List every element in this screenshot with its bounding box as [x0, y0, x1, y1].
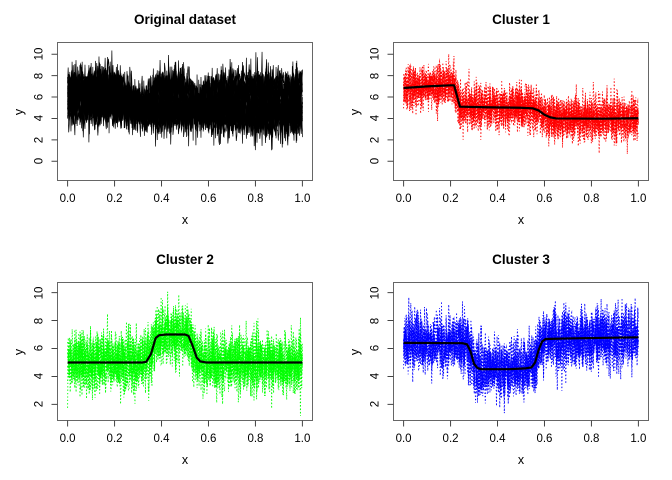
x-tick-label: 0.6 [200, 193, 217, 205]
x-tick-label: 1.0 [294, 193, 311, 205]
panel-cluster-3: Cluster 3 x y 0.0 0.2 0.4 0.6 0.8 1.0 2 4 6 8 10 [336, 240, 672, 480]
plot-title: Cluster 1 [492, 12, 550, 27]
x-tick-label: 0.0 [395, 433, 412, 445]
x-tick-label: 1.0 [630, 193, 647, 205]
y-tick-label: 2 [369, 401, 382, 408]
plot-canvas [0, 240, 336, 480]
x-tick-label: 0.8 [247, 433, 264, 445]
x-axis-label: x [181, 213, 189, 227]
x-tick-label: 0.8 [247, 193, 264, 205]
x-tick-label: 0.2 [106, 193, 123, 205]
x-tick-label: 0.4 [489, 433, 506, 445]
y-tick-label: 6 [369, 93, 382, 101]
x-axis-label: x [517, 453, 525, 467]
plot-title: Cluster 2 [156, 252, 214, 267]
y-axis-label: y [12, 108, 26, 116]
y-tick-label: 8 [369, 317, 382, 324]
plot-canvas [0, 0, 336, 240]
y-tick-label: 8 [33, 317, 46, 324]
y-axis-label: y [12, 348, 26, 356]
y-tick-label: 6 [33, 93, 46, 101]
plot-title: Original dataset [133, 12, 237, 27]
y-tick-label: 0 [369, 158, 382, 165]
x-tick-label: 0.4 [153, 193, 170, 205]
y-tick-label: 8 [33, 72, 46, 79]
x-tick-label: 0.8 [583, 193, 600, 205]
x-tick-label: 1.0 [294, 433, 311, 445]
y-tick-label: 2 [369, 136, 382, 144]
y-tick-label: 4 [369, 373, 382, 380]
panel-cluster-2: Cluster 2 x y 0.0 0.2 0.4 0.6 0.8 1.0 2 4 6 8 10 [0, 240, 336, 480]
x-tick-label: 0.4 [153, 433, 170, 445]
x-tick-label: 0.0 [59, 433, 76, 445]
y-tick-label: 6 [369, 345, 382, 352]
x-tick-label: 0.6 [536, 193, 553, 205]
x-tick-label: 0.6 [200, 433, 217, 445]
x-tick-label: 0.0 [395, 193, 412, 205]
plot-canvas [336, 240, 672, 480]
y-tick-label: 10 [369, 47, 382, 61]
y-tick-label: 8 [369, 72, 382, 79]
x-tick-label: 0.4 [489, 193, 506, 205]
x-tick-label: 0.0 [59, 193, 76, 205]
y-axis-label: y [348, 348, 362, 356]
panel-cluster-1: Cluster 1 x y 0.0 0.2 0.4 0.6 0.8 1.0 0 2 4 6 8 10 [336, 0, 672, 240]
y-tick-label: 4 [369, 115, 382, 122]
y-tick-label: 2 [33, 401, 46, 408]
x-tick-label: 0.2 [442, 193, 459, 205]
y-tick-label: 0 [33, 158, 46, 165]
x-axis-label: x [181, 453, 189, 467]
y-tick-label: 2 [33, 136, 46, 144]
x-tick-label: 0.2 [106, 433, 123, 445]
x-tick-label: 0.8 [583, 433, 600, 445]
x-axis-label: x [517, 213, 525, 227]
panel-original-dataset: Original dataset x y 0.0 0.2 0.4 0.6 0.8 1.0 0… [0, 0, 336, 240]
y-axis-label: y [348, 108, 362, 116]
y-tick-label: 10 [369, 286, 382, 299]
plot-canvas [336, 0, 672, 240]
plot-title: Cluster 3 [492, 252, 550, 267]
x-tick-label: 0.6 [536, 433, 553, 445]
x-tick-label: 0.2 [442, 433, 459, 445]
y-tick-label: 10 [33, 47, 46, 61]
x-tick-label: 1.0 [630, 433, 647, 445]
y-tick-label: 4 [33, 373, 46, 380]
y-tick-label: 10 [33, 286, 46, 299]
y-tick-label: 6 [33, 345, 46, 352]
y-tick-label: 4 [33, 115, 46, 122]
